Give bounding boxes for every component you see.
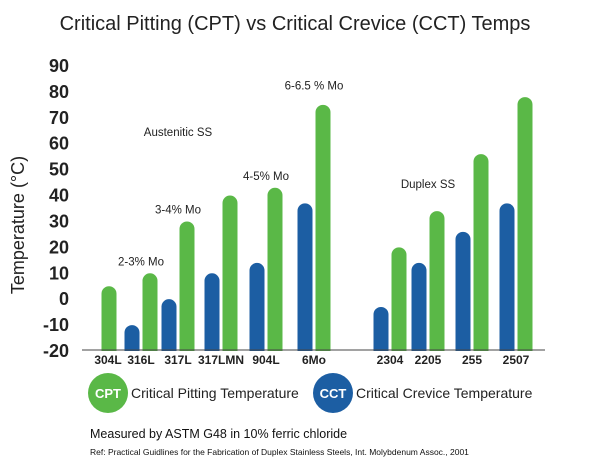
y-tick-label: 70 [49,108,69,128]
y-tick-label: -10 [43,315,69,335]
cpt-bar [267,187,283,359]
annotation-label: 2-3% Mo [118,257,164,269]
y-tick-label: 40 [49,186,69,206]
y-tick-label: 20 [49,237,69,257]
cct-bar [297,203,313,359]
annotation-label: 3-4% Mo [155,205,201,217]
cpt-bar [315,104,331,359]
y-tick-label: 50 [49,160,69,180]
y-ticks: 90 80 70 60 50 40 30 20 10 0 -10 -20 [43,56,69,361]
x-tick-label: 2205 [415,353,442,367]
x-tick-label: 2507 [503,353,530,367]
annotation-label: Duplex SS [401,179,456,191]
y-tick-label: 90 [49,56,69,76]
cct-bar [455,231,471,359]
cct-bar [249,262,265,359]
annotation-label: 4-5% Mo [243,171,289,183]
legend-cct-swatch [313,373,353,413]
cpt-bar [429,211,445,359]
annotations: 2-3% Mo 3-4% Mo 4-5% Mo 6-6.5 % Mo Austeniti… [118,80,456,268]
cpt-bar [101,286,117,359]
legend-cct-badge: CCT [313,373,353,413]
legend-cpt-swatch [88,373,128,413]
annotation-label: 6-6.5 % Mo [285,80,344,92]
legend-cpt-label: Critical Pitting Temperature [131,385,299,401]
bars [70,97,550,361]
y-tick-label: 30 [49,211,69,231]
cpt-bar [391,247,407,359]
baseline-mask [70,351,550,361]
x-ticks: 304L 316L 317L 317LMN 904L 6Mo 2304 2205 255 2507 [94,353,529,367]
legend-cct-label: Critical Crevice Temperature [356,385,533,401]
x-tick-label: 255 [462,353,482,367]
cpt-bar [179,221,195,359]
y-tick-label: 0 [59,289,69,309]
y-tick-label: 10 [49,263,69,283]
legend-cpt-badge: CPT [88,373,128,413]
x-tick-label: 317LMN [198,353,244,367]
chart-title: Critical Pitting (CPT) vs Critical Crevi… [60,13,531,35]
cct-bar [161,299,177,359]
annotation-label: Austenitic SS [144,127,213,139]
x-tick-label: 316L [127,353,154,367]
x-tick-label: 317L [164,353,191,367]
x-tick-label: 904L [252,353,279,367]
cct-bar [204,273,220,359]
cpt-bar [222,195,238,359]
reference-note: Ref: Practical Guidlines for the Fabrica… [90,447,469,457]
cct-bar [411,262,427,359]
footnote: Measured by ASTM G48 in 10% ferric chlor… [90,427,347,441]
cct-bar [499,203,515,359]
x-tick-label: 2304 [377,353,404,367]
y-axis-label: Temperature (°C) [8,156,28,294]
legend-cct-code: CCT [320,386,347,401]
cpt-bar [142,273,158,359]
cct-bar [373,306,389,359]
y-tick-label: 60 [49,134,69,154]
x-tick-label: 304L [94,353,121,367]
y-tick-label: -20 [43,341,69,361]
y-tick-label: 80 [49,82,69,102]
cpt-bar [473,154,489,359]
x-tick-label: 6Mo [302,353,326,367]
cpt-bar [517,97,533,359]
legend-cpt-code: CPT [95,386,121,401]
